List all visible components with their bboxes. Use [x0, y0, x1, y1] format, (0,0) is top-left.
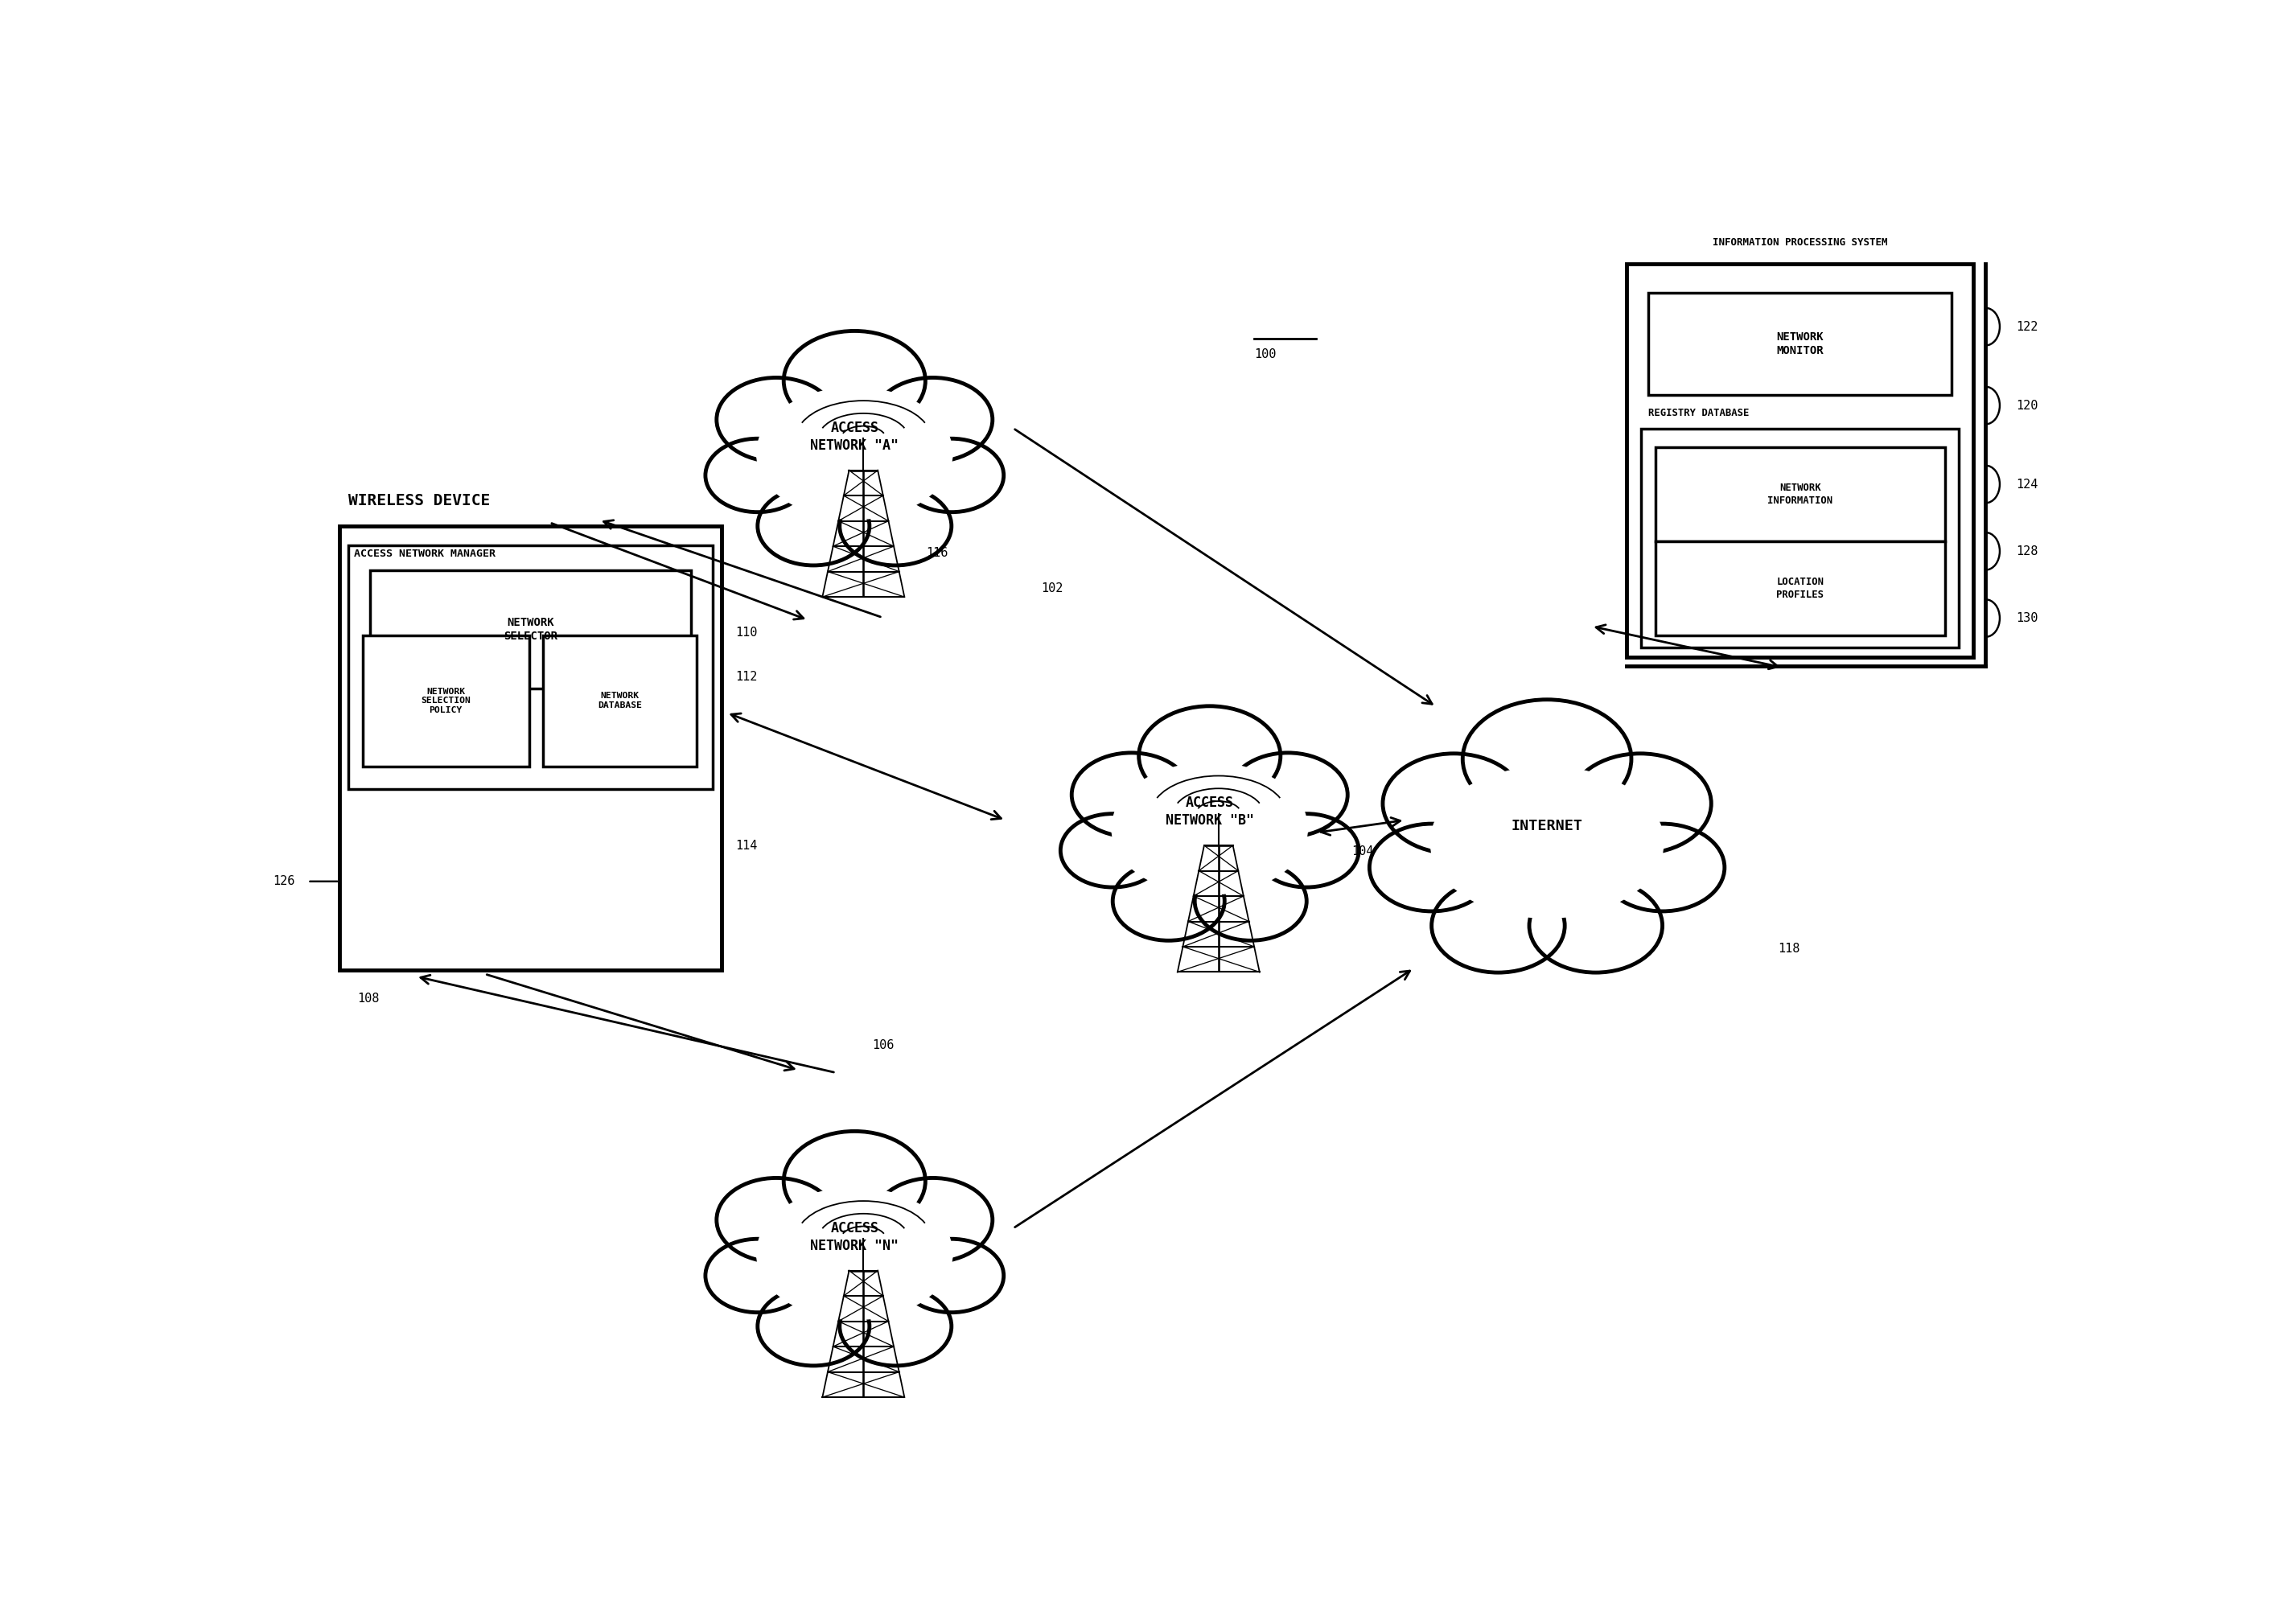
Text: 118: 118	[1778, 944, 1801, 955]
Circle shape	[1530, 879, 1663, 973]
Text: 112: 112	[735, 671, 758, 684]
Circle shape	[758, 487, 871, 565]
Ellipse shape	[1430, 767, 1663, 918]
Circle shape	[1061, 814, 1164, 887]
Circle shape	[1139, 706, 1281, 806]
Text: 100: 100	[1253, 349, 1276, 361]
Circle shape	[706, 438, 809, 512]
Circle shape	[1113, 862, 1226, 940]
Circle shape	[1569, 754, 1711, 854]
Text: NETWORK
MONITOR: NETWORK MONITOR	[1776, 331, 1824, 356]
Circle shape	[717, 378, 836, 461]
FancyBboxPatch shape	[1656, 448, 1945, 541]
Circle shape	[900, 1239, 1003, 1312]
Circle shape	[1370, 823, 1494, 911]
Text: NETWORK
DATABASE: NETWORK DATABASE	[598, 692, 641, 710]
Circle shape	[900, 438, 1003, 512]
Polygon shape	[758, 380, 951, 526]
Text: REGISTRY DATABASE: REGISTRY DATABASE	[1647, 408, 1748, 417]
Circle shape	[873, 1177, 992, 1262]
Text: 128: 128	[2016, 546, 2037, 557]
Text: NETWORK
SELECTION
POLICY: NETWORK SELECTION POLICY	[422, 687, 470, 715]
Text: ACCESS
NETWORK "A": ACCESS NETWORK "A"	[811, 421, 898, 453]
Text: 130: 130	[2016, 612, 2037, 624]
FancyBboxPatch shape	[348, 546, 713, 789]
Text: 114: 114	[735, 840, 758, 853]
FancyBboxPatch shape	[1640, 429, 1959, 648]
FancyBboxPatch shape	[339, 526, 722, 970]
FancyBboxPatch shape	[1647, 292, 1952, 395]
Circle shape	[1599, 823, 1725, 911]
FancyBboxPatch shape	[1656, 541, 1945, 635]
Text: 102: 102	[1040, 583, 1063, 594]
Circle shape	[1194, 862, 1306, 940]
Ellipse shape	[1425, 760, 1670, 924]
Text: 120: 120	[2016, 400, 2037, 411]
Text: WIRELESS DEVICE: WIRELESS DEVICE	[348, 494, 490, 508]
Circle shape	[839, 487, 951, 565]
Circle shape	[873, 378, 992, 461]
Text: ACCESS NETWORK MANAGER: ACCESS NETWORK MANAGER	[353, 549, 495, 559]
Text: INTERNET: INTERNET	[1512, 818, 1583, 833]
FancyBboxPatch shape	[362, 635, 529, 767]
Circle shape	[1384, 754, 1526, 854]
Circle shape	[1255, 814, 1359, 887]
Circle shape	[784, 331, 926, 430]
Text: LOCATION
PROFILES: LOCATION PROFILES	[1776, 577, 1824, 599]
FancyBboxPatch shape	[369, 570, 692, 689]
Polygon shape	[1432, 758, 1663, 926]
Ellipse shape	[756, 388, 953, 520]
FancyBboxPatch shape	[1627, 263, 1973, 658]
Circle shape	[1432, 879, 1565, 973]
Ellipse shape	[1111, 763, 1308, 895]
Circle shape	[784, 1132, 926, 1231]
Text: NETWORK
INFORMATION: NETWORK INFORMATION	[1766, 482, 1833, 507]
Ellipse shape	[1107, 757, 1313, 900]
Ellipse shape	[751, 1182, 958, 1325]
Text: ACCESS
NETWORK "N": ACCESS NETWORK "N"	[811, 1221, 898, 1254]
Circle shape	[1228, 754, 1347, 836]
Text: NETWORK
SELECTOR: NETWORK SELECTOR	[504, 617, 557, 641]
Text: ACCESS
NETWORK "B": ACCESS NETWORK "B"	[1166, 796, 1253, 828]
Circle shape	[1462, 700, 1631, 818]
Text: 106: 106	[873, 1039, 893, 1051]
FancyBboxPatch shape	[543, 635, 696, 767]
Text: 110: 110	[735, 627, 758, 638]
Circle shape	[839, 1286, 951, 1366]
Text: 104: 104	[1352, 846, 1375, 857]
Circle shape	[706, 1239, 809, 1312]
Ellipse shape	[751, 382, 958, 525]
Polygon shape	[758, 1181, 951, 1327]
Text: 122: 122	[2016, 320, 2037, 333]
Ellipse shape	[756, 1187, 953, 1320]
Text: 124: 124	[2016, 477, 2037, 490]
Text: INFORMATION PROCESSING SYSTEM: INFORMATION PROCESSING SYSTEM	[1714, 237, 1888, 247]
Text: 108: 108	[357, 992, 380, 1005]
Text: 126: 126	[273, 875, 296, 887]
Circle shape	[1072, 754, 1191, 836]
Text: 116: 116	[926, 547, 948, 559]
Circle shape	[717, 1177, 836, 1262]
Circle shape	[758, 1286, 871, 1366]
Polygon shape	[1113, 755, 1306, 901]
